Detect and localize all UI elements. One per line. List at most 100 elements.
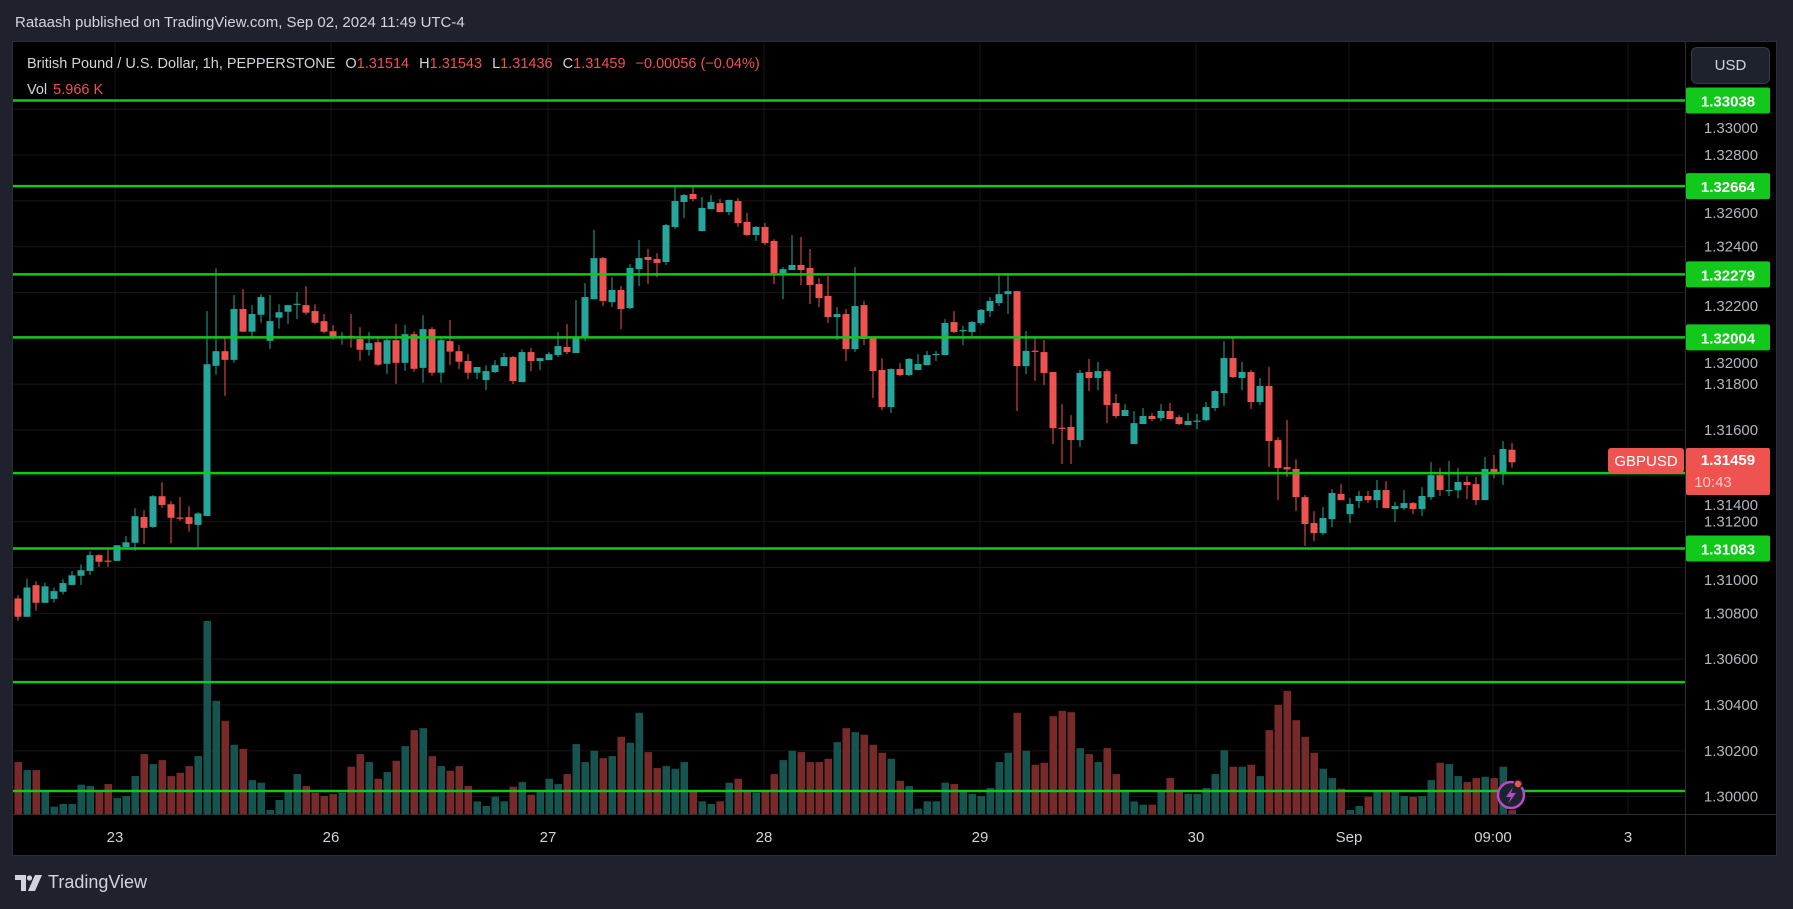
volume-bar bbox=[1256, 776, 1264, 814]
candle bbox=[1184, 413, 1192, 425]
volume-bar bbox=[1058, 710, 1066, 814]
candle-body bbox=[761, 226, 769, 244]
candle-body bbox=[923, 355, 931, 366]
volume-bar bbox=[1328, 778, 1336, 814]
candle-body bbox=[1085, 372, 1093, 378]
candle-body bbox=[878, 369, 886, 408]
time-tick-label: 09:00 bbox=[1474, 829, 1512, 846]
candle bbox=[50, 587, 58, 603]
volume-bar bbox=[149, 764, 157, 814]
time-tick-label: 30 bbox=[1188, 829, 1205, 846]
candle bbox=[1229, 336, 1237, 378]
candle-body bbox=[788, 265, 796, 271]
candle-body bbox=[716, 203, 724, 213]
candle bbox=[1121, 404, 1129, 417]
level-price-tag bbox=[1686, 324, 1770, 351]
volume-bar bbox=[554, 784, 562, 814]
chart-frame[interactable] bbox=[12, 41, 1777, 856]
volume-label[interactable]: Vol bbox=[27, 82, 48, 98]
candle bbox=[1463, 476, 1471, 499]
volume-bar bbox=[869, 744, 877, 814]
time-axis[interactable]: 23 26 27 28 29 30 Sep 09:00 3 bbox=[107, 829, 1633, 846]
candle bbox=[275, 304, 283, 329]
volume-bar bbox=[545, 778, 553, 814]
candle bbox=[923, 350, 931, 366]
candle bbox=[563, 324, 571, 355]
volume-bar bbox=[626, 742, 634, 814]
price-tick-label: 1.31000 bbox=[1704, 572, 1758, 589]
candle bbox=[1058, 404, 1066, 465]
price-tick-label: 1.31200 bbox=[1704, 514, 1758, 531]
price-tick-label: 1.32400 bbox=[1704, 239, 1758, 256]
candle bbox=[995, 275, 1003, 307]
candle-body bbox=[1391, 506, 1399, 510]
volume-bar bbox=[1364, 796, 1372, 814]
last-price-label: 1.31459 bbox=[1701, 452, 1755, 469]
candle bbox=[707, 195, 715, 210]
candle-body bbox=[1211, 391, 1219, 409]
symbol-price-tag: GBPUSD 1.31459 10:43 bbox=[1608, 448, 1770, 495]
volume-bar bbox=[392, 760, 400, 814]
tradingview-logo[interactable]: TradingView bbox=[15, 872, 147, 893]
time-tick-label: 28 bbox=[756, 829, 773, 846]
candle-body bbox=[995, 294, 1003, 304]
volume-bar bbox=[806, 762, 814, 814]
volume-bar bbox=[158, 760, 166, 814]
candle-body bbox=[644, 256, 652, 260]
volume-bar bbox=[509, 786, 517, 814]
candle bbox=[788, 234, 796, 271]
volume-bar bbox=[536, 792, 544, 814]
candle-body bbox=[896, 369, 904, 376]
candle-body bbox=[1382, 490, 1390, 509]
candle-body bbox=[455, 351, 463, 362]
tradingview-logo-icon bbox=[15, 874, 42, 891]
candle bbox=[680, 193, 688, 219]
candle bbox=[1076, 369, 1084, 447]
candle-body bbox=[1499, 449, 1507, 474]
time-tick-label: 27 bbox=[540, 829, 557, 846]
candle-body bbox=[356, 339, 364, 350]
candle bbox=[851, 267, 859, 353]
candle-body bbox=[599, 258, 607, 301]
candle-body bbox=[824, 295, 832, 318]
candle bbox=[293, 292, 301, 319]
bar-countdown: 10:43 bbox=[1694, 474, 1732, 491]
candle bbox=[257, 294, 265, 323]
volume-bar bbox=[950, 784, 958, 814]
candle-body bbox=[473, 366, 481, 373]
volume-bar bbox=[95, 790, 103, 814]
candle bbox=[1067, 415, 1075, 465]
lightning-bolt-icon[interactable] bbox=[1496, 779, 1526, 810]
volume-bar bbox=[1022, 750, 1030, 814]
candle-body bbox=[950, 322, 958, 332]
candle-body bbox=[113, 545, 121, 561]
volume-bar bbox=[482, 806, 490, 814]
volume-bar bbox=[284, 790, 292, 814]
currency-button[interactable]: USD bbox=[1691, 47, 1770, 84]
candle-body bbox=[221, 351, 229, 360]
candle bbox=[536, 358, 544, 370]
volume-bar bbox=[779, 760, 787, 814]
volume-bar bbox=[212, 700, 220, 814]
candle bbox=[95, 554, 103, 567]
candle-body bbox=[1166, 410, 1174, 420]
candle-body bbox=[167, 504, 175, 518]
volume-bar bbox=[599, 758, 607, 814]
volume-bar bbox=[1004, 752, 1012, 814]
candle bbox=[158, 482, 166, 508]
volume-bar bbox=[968, 794, 976, 814]
symbol-description[interactable]: British Pound / U.S. Dollar, 1h, PEPPERS… bbox=[27, 56, 336, 72]
volume-bar bbox=[1121, 790, 1129, 814]
candle-body bbox=[158, 496, 166, 505]
volume-bar bbox=[1355, 806, 1363, 814]
candle bbox=[1508, 443, 1516, 468]
candle-body bbox=[104, 560, 112, 562]
candle bbox=[1292, 459, 1300, 512]
candle bbox=[1427, 462, 1435, 501]
volume-bar bbox=[1157, 790, 1165, 814]
candle bbox=[761, 223, 769, 246]
volume-bar bbox=[1040, 762, 1048, 814]
price-axis[interactable]: 1.33000 1.32800 1.32600 1.32400 1.32200 1.320… bbox=[1704, 120, 1758, 806]
price-tick-label: 1.31600 bbox=[1704, 422, 1758, 439]
